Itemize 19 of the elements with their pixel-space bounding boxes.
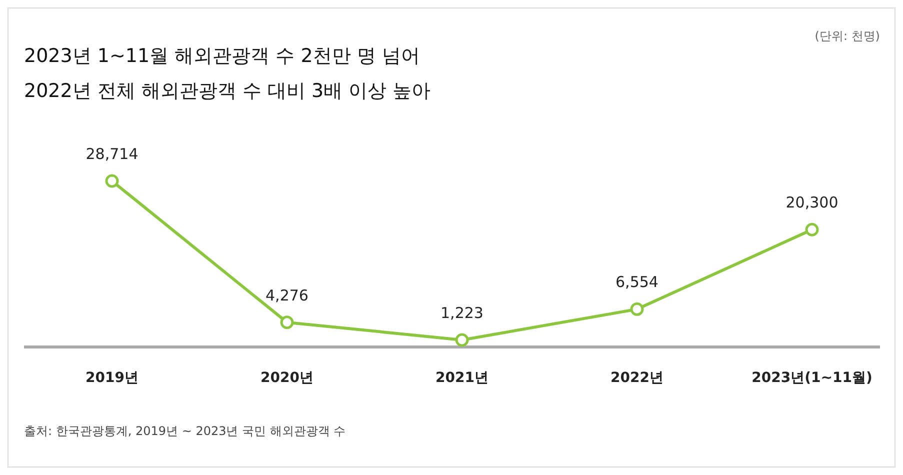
x-tick-label: 2021년 (436, 370, 488, 386)
point (105, 174, 119, 188)
chart-title: 2023년 1~11월 해외관광객 수 2천만 명 넘어 (24, 45, 420, 67)
chart-subtitle: 2022년 전체 해외관광객 수 대비 3배 이상 높아 (24, 80, 431, 102)
source-note: 출처: 한국관광통계, 2019년 ~ 2023년 국민 해외관광객 수 (24, 424, 346, 438)
x-tick-label: 2019년 (86, 370, 138, 386)
point (455, 333, 469, 347)
text: (단위: 천명) (814, 29, 880, 43)
data-label: 4,276 (266, 286, 308, 304)
point (805, 222, 819, 236)
point (630, 302, 644, 316)
x-tick-label: 2020년 (260, 370, 314, 386)
data-label: 6,554 (616, 273, 658, 292)
data-label: 20,300 (786, 194, 838, 212)
x-tick-label: 2023년(1~11월) (752, 370, 872, 386)
point (280, 316, 294, 330)
x-tick-label: 2022년 (610, 370, 664, 386)
data-label: 28,714 (86, 145, 138, 163)
data-label: 1,223 (440, 304, 484, 322)
